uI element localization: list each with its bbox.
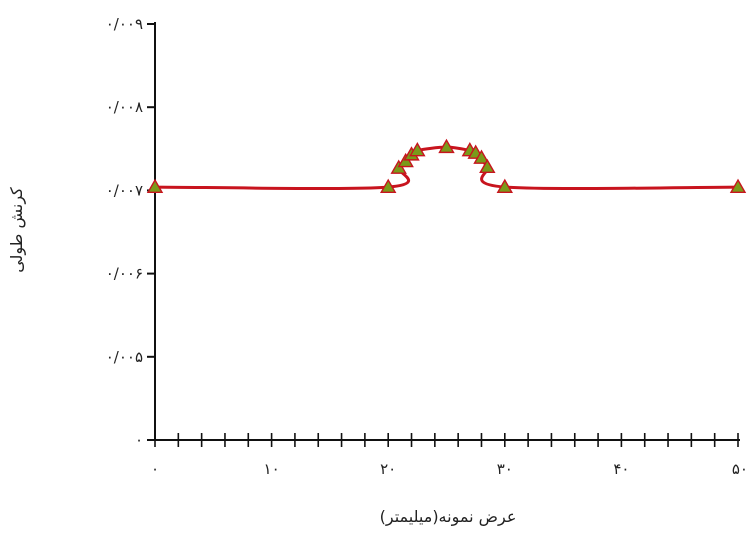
y-tick-label: ۰/۰۰۷	[106, 181, 143, 199]
axes: ۰ ۰/۰۰۵ ۰/۰۰۶ ۰/۰۰۷ ۰/۰۰۸ ۰/۰۰۹ ۰ ۱۰ ۲۰ ۳۰ ۴۰ ۵۰	[106, 15, 748, 478]
series-line	[154, 145, 739, 191]
data-point	[496, 178, 514, 194]
x-tick-label: ۰	[151, 460, 159, 478]
y-tick-label: ۰	[135, 431, 143, 449]
data-point	[438, 138, 455, 154]
y-tick-label: ۰/۰۰۶	[106, 265, 143, 283]
data-point	[479, 158, 496, 174]
data-point	[729, 178, 747, 194]
data-point	[379, 178, 397, 194]
y-tick-label: ۰/۰۰۹	[106, 15, 143, 33]
x-tick-label: ۴۰	[613, 460, 629, 478]
y-tick-label: ۰/۰۰۵	[106, 348, 143, 366]
x-tick-label: ۳۰	[497, 460, 513, 478]
x-tick-label: ۱۰	[264, 460, 280, 478]
x-tick-label: ۵۰	[732, 460, 748, 478]
data-point	[409, 142, 426, 157]
x-axis-title: عرض نمونه(میلیمتر)	[380, 507, 517, 527]
data-point	[146, 178, 164, 194]
y-axis-title: کرنش طولی	[7, 187, 27, 273]
x-tick-label: ۲۰	[380, 460, 396, 478]
data-point	[473, 149, 490, 164]
series-layer	[146, 138, 747, 194]
y-tick-label: ۰/۰۰۸	[106, 98, 143, 116]
